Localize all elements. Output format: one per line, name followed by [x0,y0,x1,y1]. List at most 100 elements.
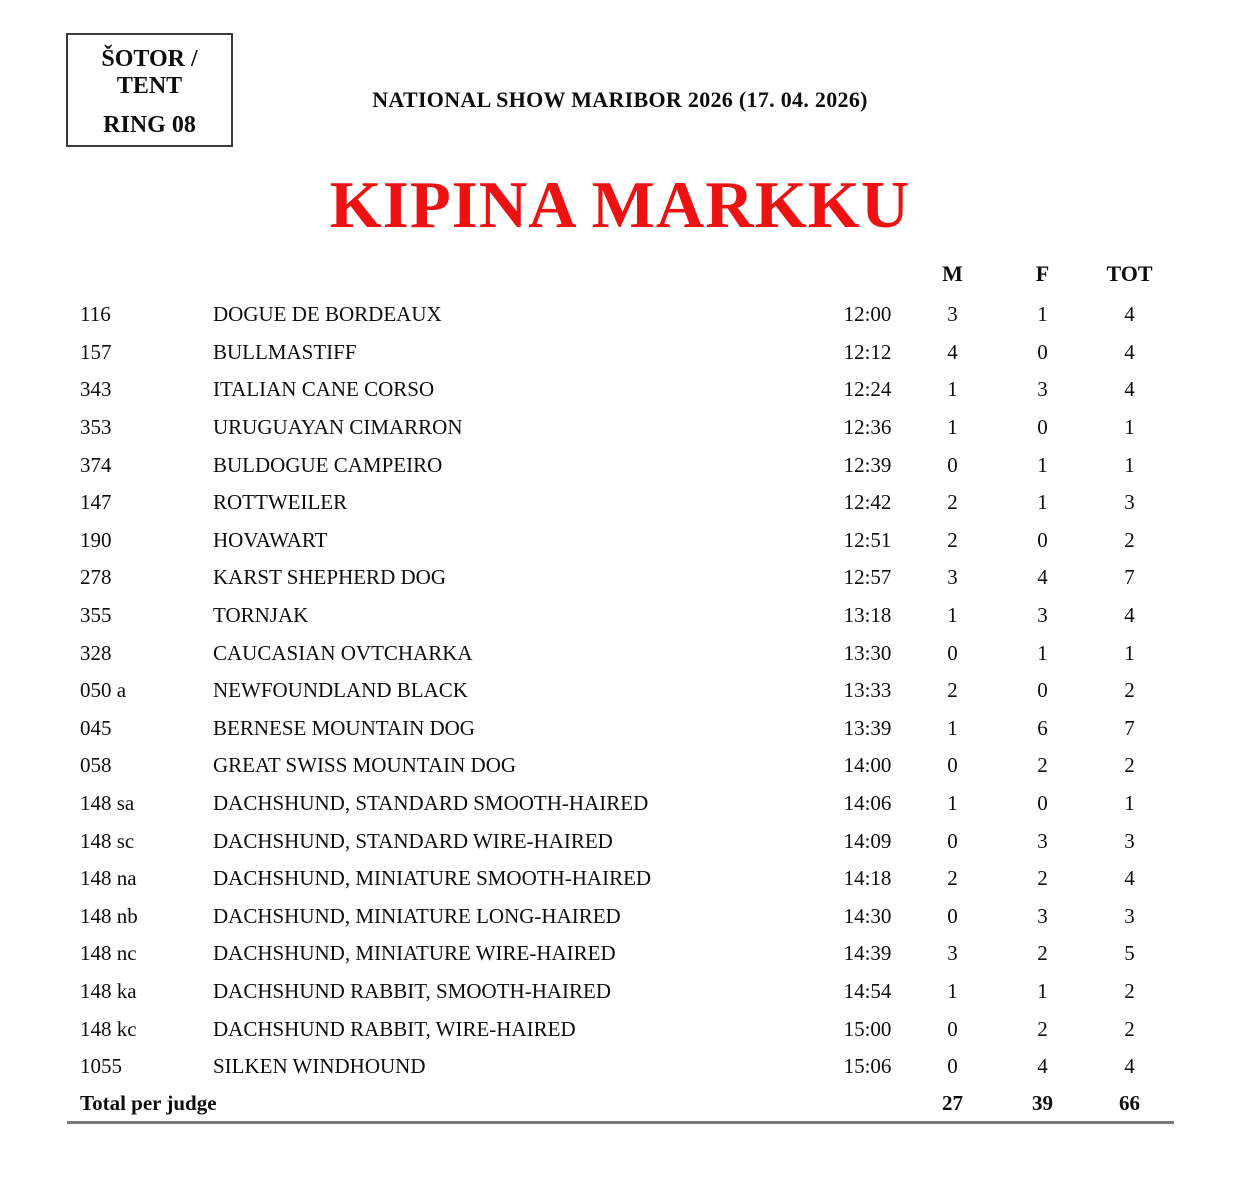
female-count: 0 [1037,527,1048,552]
breed-name: ROTTWEILER [213,490,348,515]
table-row: 343 ITALIAN CANE CORSO 12:24 1 3 4 [67,371,1174,409]
female-count: 3 [1037,377,1048,402]
total-count: 1 [1124,452,1135,477]
ring-time: 12:12 [843,339,892,364]
total-label: Total per judge [80,1090,217,1115]
ring-time: 13:39 [843,715,892,740]
ring-time: 14:30 [843,903,892,928]
female-count: 4 [1037,565,1048,590]
catalog-number: 148 kc [80,1016,137,1041]
catalog-number: 045 [80,715,112,740]
breed-name: URUGUAYAN CIMARRON [213,415,463,440]
tent-label-line2: TENT [116,72,183,99]
female-count: 2 [1037,753,1048,778]
catalog-number: 190 [80,527,112,552]
breed-name: GREAT SWISS MOUNTAIN DOG [213,753,517,778]
ring-label: RING 08 [103,111,196,138]
breed-name: KARST SHEPHERD DOG [213,565,446,590]
ring-time: 12:36 [843,415,892,440]
male-count: 1 [947,978,958,1003]
female-count: 1 [1037,640,1048,665]
breed-name: BULDOGUE CAMPEIRO [213,452,443,477]
schedule-table: M F TOT 116 DOGUE DE BORDEAUX 12:00 3 1 … [67,252,1174,1125]
table-header-row: M F TOT [67,252,1174,296]
female-count: 1 [1037,490,1048,515]
male-count: 2 [947,678,958,703]
total-count: 66 [1119,1090,1140,1115]
total-count: 3 [1124,490,1135,515]
total-count: 4 [1124,377,1135,402]
female-count: 1 [1037,978,1048,1003]
ring-time: 14:00 [843,753,892,778]
catalog-number: 374 [80,452,112,477]
catalog-number: 148 sa [80,791,135,816]
male-count: 1 [947,415,958,440]
ring-time: 12:24 [843,377,892,402]
total-count: 2 [1124,1016,1135,1041]
female-count: 0 [1037,415,1048,440]
male-count: 2 [947,490,958,515]
table-row: 148 nb DACHSHUND, MINIATURE LONG-HAIRED … [67,898,1174,936]
female-count: 3 [1037,903,1048,928]
breed-name: DACHSHUND, MINIATURE SMOOTH-HAIRED [213,866,652,891]
total-row: Total per judge 27 39 66 [67,1085,1174,1125]
male-count: 1 [947,377,958,402]
breed-name: DACHSHUND, MINIATURE LONG-HAIRED [213,903,621,928]
breed-name: DOGUE DE BORDEAUX [213,302,442,327]
female-count: 6 [1037,715,1048,740]
catalog-number: 050 a [80,678,127,703]
breed-name: HOVAWART [213,527,328,552]
female-count: 1 [1037,302,1048,327]
catalog-number: 116 [80,302,111,327]
table-row: 148 na DACHSHUND, MINIATURE SMOOTH-HAIRE… [67,860,1174,898]
ring-time: 14:09 [843,828,892,853]
total-count: 2 [1124,978,1135,1003]
female-count: 0 [1037,339,1048,364]
total-count: 1 [1124,791,1135,816]
ring-time: 12:42 [843,490,892,515]
male-count: 0 [947,1054,958,1079]
catalog-number: 148 ka [80,978,137,1003]
catalog-number: 157 [80,339,112,364]
total-count: 1 [1124,640,1135,665]
male-count: 3 [947,941,958,966]
female-count: 4 [1037,1054,1048,1079]
table-row: 148 sa DACHSHUND, STANDARD SMOOTH-HAIRED… [67,785,1174,823]
ring-time: 13:30 [843,640,892,665]
breed-name: DACHSHUND RABBIT, SMOOTH-HAIRED [213,978,612,1003]
ring-time: 12:00 [843,302,892,327]
table-row: 374 BULDOGUE CAMPEIRO 12:39 0 1 1 [67,446,1174,484]
male-count: 0 [947,1016,958,1041]
female-count: 2 [1037,941,1048,966]
total-count: 4 [1124,302,1135,327]
female-count: 2 [1037,866,1048,891]
table-row: 190 HOVAWART 12:51 2 0 2 [67,522,1174,560]
table-row: 148 sc DACHSHUND, STANDARD WIRE-HAIRED 1… [67,822,1174,860]
male-count: 0 [947,452,958,477]
table-row: 328 CAUCASIAN OVTCHARKA 13:30 0 1 1 [67,634,1174,672]
ring-time: 15:00 [843,1016,892,1041]
column-header-male: M [942,261,963,286]
male-count: 0 [947,753,958,778]
catalog-number: 148 na [80,866,137,891]
catalog-number: 343 [80,377,112,402]
male-count: 3 [947,302,958,327]
page-title-judge-name: KIPINA MARKKU [329,168,911,242]
breed-name: TORNJAK [213,603,309,628]
ring-time: 14:06 [843,791,892,816]
female-count: 2 [1037,1016,1048,1041]
table-row: 147 ROTTWEILER 12:42 2 1 3 [67,484,1174,522]
catalog-number: 148 nc [80,941,137,966]
breed-name: DACHSHUND, STANDARD SMOOTH-HAIRED [213,791,649,816]
male-count: 3 [947,565,958,590]
breed-name: BERNESE MOUNTAIN DOG [213,715,475,740]
total-count: 4 [1124,1054,1135,1079]
female-count: 0 [1037,678,1048,703]
show-title: NATIONAL SHOW MARIBOR 2026 (17. 04. 2026… [372,87,868,112]
catalog-number: 278 [80,565,112,590]
total-count: 5 [1124,941,1135,966]
table-row: 148 nc DACHSHUND, MINIATURE WIRE-HAIRED … [67,935,1174,973]
ring-time: 14:18 [843,866,892,891]
breed-name: DACHSHUND RABBIT, WIRE-HAIRED [213,1016,576,1041]
